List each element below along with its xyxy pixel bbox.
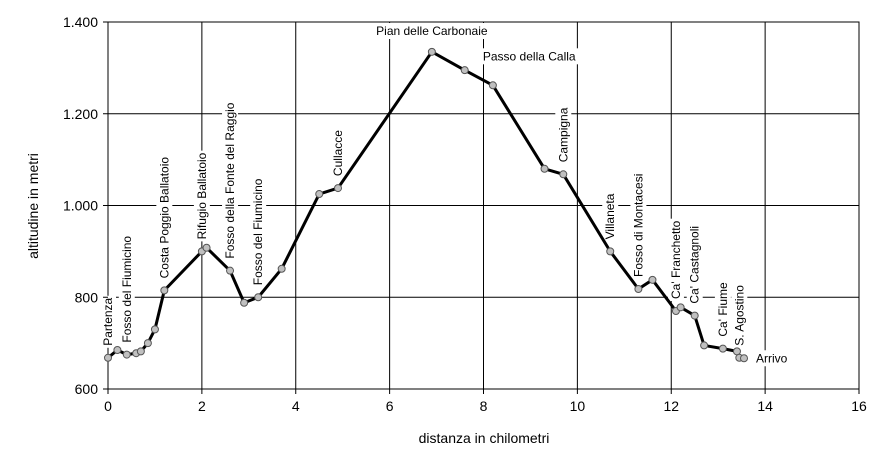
point-label: Partenza [101,297,115,345]
point-label-bg [630,171,647,279]
point-label-group: Villaneta [602,191,619,242]
point-label: Ca' Castagnoli [688,226,702,304]
point-label-bg [222,100,239,261]
elevation-series [104,47,749,363]
point-label-bg [731,283,748,348]
data-point [113,346,122,355]
data-point [254,293,263,302]
data-point [122,350,131,359]
point-label-bg [602,191,619,242]
data-point [202,243,211,252]
data-point [333,184,342,193]
point-label-group: Ca' Fiume [714,280,731,339]
point-label-group: Passo della Calla [479,48,579,65]
data-point [143,339,152,348]
data-point [160,286,169,295]
point-label: Costa Poggio Ballatoio [157,157,171,279]
data-point [460,66,469,75]
point-label: S. Agostino [732,285,746,346]
point-label-bg [555,105,572,165]
data-point [740,354,749,363]
point-label-group: Rifugio Ballatoio [193,150,210,242]
point-label-group: Costa Poggio Ballatoio [156,154,173,281]
data-point [700,341,709,350]
x-tick-label: 10 [570,398,586,414]
data-point [150,325,159,334]
y-axis-title: altitudine in metri [25,153,41,259]
point-label-group: Ca' Castagnoli [686,223,703,306]
data-point [427,47,436,56]
point-label: Pian delle Carbonaie [376,24,488,38]
point-label-bg [667,218,684,302]
point-label-bg [250,176,267,288]
data-point [488,81,497,90]
x-tick-label: 4 [292,398,300,414]
point-label-bg [714,280,731,339]
point-label-group: Fosso di Montacesi [630,171,647,279]
point-label-bg [373,23,491,39]
data-point [634,284,643,293]
point-label-bg [329,128,346,179]
data-point [676,303,685,312]
point-label-bg [156,154,173,281]
point-label-group: Ca' Franchetto [667,218,684,302]
data-point [606,247,615,256]
point-label: Arrivo [756,351,788,365]
point-label-bg [193,150,210,242]
point-label-bg [118,233,135,345]
y-tick-label: 800 [75,289,99,305]
point-label-group: Pian delle Carbonaie [373,23,491,39]
data-point [277,264,286,273]
point-label-bg [479,48,579,65]
point-label-group: Cullacce [329,128,346,179]
y-tick-label: 1.000 [63,198,98,214]
point-label: Fosso della Fonte del Raggio [223,102,237,258]
x-axis-title: distanza in chilometri [419,430,550,446]
data-point [136,347,145,356]
point-label-group: Fosso della Fonte del Raggio [222,100,239,261]
point-label-group: Arrivo [753,350,791,367]
axis-ticks: 600 800 1.000 1.200 1.400 0 2 4 6 8 10 12 14 16 [63,14,867,414]
data-point [718,344,727,353]
point-labels: Partenza Fosso del Fiumicino Costa Poggio … [100,23,791,367]
point-label-group: Fosso del Fiumicino [118,233,135,345]
y-tick-label: 600 [75,381,99,397]
data-point [240,298,249,307]
x-tick-label: 0 [104,398,112,414]
x-tick-label: 2 [198,398,206,414]
point-label: Passo della Calla [483,49,576,63]
x-tick-label: 8 [480,398,488,414]
point-label: Cullacce [331,130,345,176]
point-label-bg [100,295,116,348]
x-tick-label: 12 [663,398,679,414]
point-label-bg [686,223,703,306]
x-tick-label: 16 [851,398,867,414]
point-label: Ca' Fiume [716,282,730,337]
point-label-bg [753,350,791,367]
data-point [226,266,235,275]
point-label: Fosso di Montacesi [631,174,645,277]
y-tick-label: 1.400 [63,14,98,30]
data-point [690,311,699,320]
point-label: Rifugio Ballatoio [195,152,209,239]
data-point [315,190,324,199]
point-label: Campigna [556,107,570,162]
point-label-group: Fosso del Fiumicino [250,176,267,288]
point-label: Ca' Franchetto [669,220,683,299]
point-label-group: Partenza [100,295,116,348]
data-point [104,353,112,362]
x-tick-label: 14 [757,398,773,414]
point-label: Fosso del Fiumicino [251,178,265,285]
point-label-group: S. Agostino [731,283,748,348]
data-point [648,275,657,284]
data-point [559,170,568,179]
point-label: Villaneta [603,193,617,239]
point-label: Fosso del Fiumicino [120,236,134,343]
data-point [540,164,549,173]
x-tick-label: 6 [386,398,394,414]
y-tick-label: 1.200 [63,106,98,122]
point-label-group: Campigna [555,105,572,165]
